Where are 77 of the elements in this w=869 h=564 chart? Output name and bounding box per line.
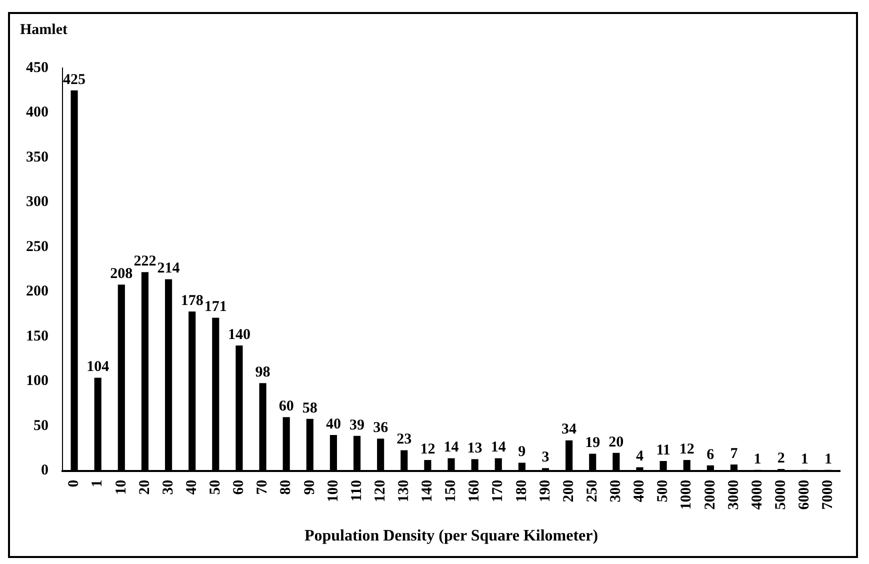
data-label: 171 xyxy=(204,299,227,316)
data-label: 2 xyxy=(777,450,785,466)
data-label: 36 xyxy=(373,420,389,436)
data-label: 1 xyxy=(800,451,808,468)
x-tick-label: 0 xyxy=(66,480,82,488)
x-tick-label: 6000 xyxy=(796,480,813,510)
y-tick-label: 450 xyxy=(26,60,48,76)
x-tick-label: 20 xyxy=(136,480,153,495)
x-tick-label: 80 xyxy=(278,480,294,495)
x-tick-label: 2000 xyxy=(702,480,718,510)
data-label: 40 xyxy=(326,416,341,432)
x-tick-label: 1 xyxy=(90,480,106,488)
data-label: 34 xyxy=(562,422,578,438)
x-tick-label: 10 xyxy=(113,480,130,495)
data-label: 425 xyxy=(63,72,86,88)
data-label: 19 xyxy=(585,435,600,452)
y-tick-label: 50 xyxy=(34,418,48,434)
x-tick-label: 50 xyxy=(208,480,224,495)
data-label: 14 xyxy=(490,440,506,456)
y-tick-label: 250 xyxy=(26,238,48,255)
data-label: 208 xyxy=(110,266,133,282)
x-tick-label: 150 xyxy=(443,480,460,502)
x-tick-label: 1000 xyxy=(678,480,695,510)
data-label: 12 xyxy=(679,441,694,458)
x-tick-label: 110 xyxy=(348,480,365,502)
x-tick-label: 160 xyxy=(466,480,483,502)
x-tick-label: 100 xyxy=(325,480,342,502)
x-tick-label: 500 xyxy=(655,480,672,502)
data-label: 104 xyxy=(86,359,110,376)
data-label: 178 xyxy=(180,292,204,309)
data-label: 3 xyxy=(542,449,550,466)
x-tick-label: 7000 xyxy=(820,480,836,510)
x-tick-label: 60 xyxy=(231,480,248,495)
data-label: 1 xyxy=(824,451,832,468)
x-tick-label: 120 xyxy=(372,480,388,502)
y-tick-label: 400 xyxy=(26,104,48,121)
data-label: 98 xyxy=(255,364,270,380)
x-tick-label: 70 xyxy=(254,480,271,495)
y-axis-title: Hamlet xyxy=(20,22,68,39)
data-label: 13 xyxy=(467,440,482,457)
data-label: 20 xyxy=(608,434,624,450)
y-tick-label: 300 xyxy=(26,194,48,210)
y-tick-label: 100 xyxy=(26,373,48,390)
data-label: 4 xyxy=(636,448,644,465)
x-tick-label: 250 xyxy=(584,480,600,502)
data-label: 7 xyxy=(730,446,738,462)
data-label: 12 xyxy=(420,441,436,458)
x-tick-label: 90 xyxy=(302,480,318,495)
x-tick-label: 200 xyxy=(560,480,577,502)
x-tick-label: 5000 xyxy=(772,480,789,510)
data-label: 214 xyxy=(157,260,180,277)
x-axis-title: Population Density (per Square Kilometer) xyxy=(304,528,598,545)
x-tick-label: 4000 xyxy=(749,480,766,510)
x-tick-label: 170 xyxy=(490,480,506,502)
data-label: 58 xyxy=(302,400,318,416)
y-tick-label: 350 xyxy=(26,149,48,166)
data-label: 1 xyxy=(754,451,762,468)
x-tick-label: 400 xyxy=(632,480,648,502)
x-tick-label: 180 xyxy=(514,480,530,502)
x-tick-label: 140 xyxy=(420,480,436,502)
x-tick-label: 3000 xyxy=(726,480,742,510)
data-label: 140 xyxy=(228,326,250,343)
data-label: 6 xyxy=(706,446,715,463)
x-tick-label: 130 xyxy=(396,480,412,502)
y-tick-label: 200 xyxy=(26,284,48,300)
data-label: 11 xyxy=(656,442,670,458)
data-label: 23 xyxy=(396,432,412,448)
y-tick-label: 150 xyxy=(26,328,48,344)
x-tick-label: 300 xyxy=(608,480,624,502)
x-tick-label: 30 xyxy=(160,480,176,495)
x-tick-label: 40 xyxy=(184,480,200,495)
data-label: 9 xyxy=(518,444,526,460)
data-label: 60 xyxy=(278,398,294,414)
data-label: 39 xyxy=(350,417,365,434)
data-label: 14 xyxy=(444,440,460,456)
x-tick-label: 190 xyxy=(537,480,554,502)
data-label: 222 xyxy=(134,253,156,270)
